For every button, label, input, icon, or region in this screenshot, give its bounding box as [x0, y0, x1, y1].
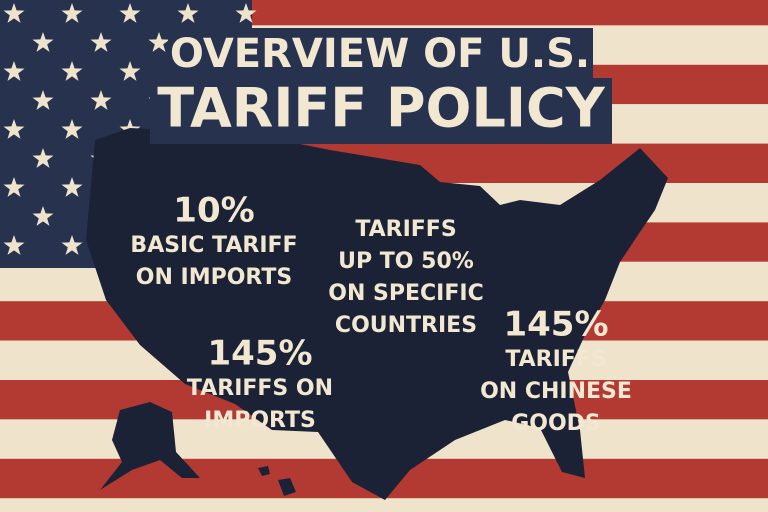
item-line: UP TO 50% — [338, 249, 474, 274]
star — [119, 3, 141, 23]
item-line: ON SPECIFIC — [328, 281, 483, 306]
star — [61, 235, 83, 255]
star — [177, 3, 199, 23]
item-line: BASIC TARIFF — [130, 233, 297, 258]
figure: 145% — [207, 334, 312, 374]
star — [119, 61, 141, 81]
star — [3, 177, 25, 197]
figure: 10% — [173, 191, 254, 231]
item-line: IMPORTS — [204, 408, 316, 433]
star — [90, 32, 112, 52]
star — [61, 177, 83, 197]
star — [235, 3, 257, 23]
us-map — [86, 128, 668, 500]
star — [3, 235, 25, 255]
star — [61, 119, 83, 139]
hawaii — [258, 466, 296, 496]
item-line: TARIFFS — [505, 347, 606, 372]
star — [32, 32, 54, 52]
star — [3, 3, 25, 23]
star — [3, 119, 25, 139]
item-line: COUNTRIES — [335, 313, 477, 338]
star — [61, 61, 83, 81]
star — [32, 148, 54, 168]
item-line: TARIFFS — [355, 217, 456, 242]
alaska — [100, 402, 200, 490]
star — [61, 3, 83, 23]
title-line: OVERVIEW OF U.S. — [170, 31, 590, 77]
item-line: ON CHINESE — [480, 379, 632, 404]
item-line: GOODS — [511, 411, 601, 436]
star — [32, 206, 54, 226]
star — [32, 90, 54, 110]
item-line: ON IMPORTS — [136, 265, 292, 290]
title-box-top — [168, 28, 593, 80]
item-line: TARIFFS ON — [187, 376, 333, 401]
star — [3, 61, 25, 81]
figure: 145% — [503, 305, 608, 345]
star — [148, 32, 170, 52]
star — [90, 90, 112, 110]
title-box-bottom — [150, 78, 612, 144]
title-line: TARIFF POLICY — [157, 77, 605, 140]
